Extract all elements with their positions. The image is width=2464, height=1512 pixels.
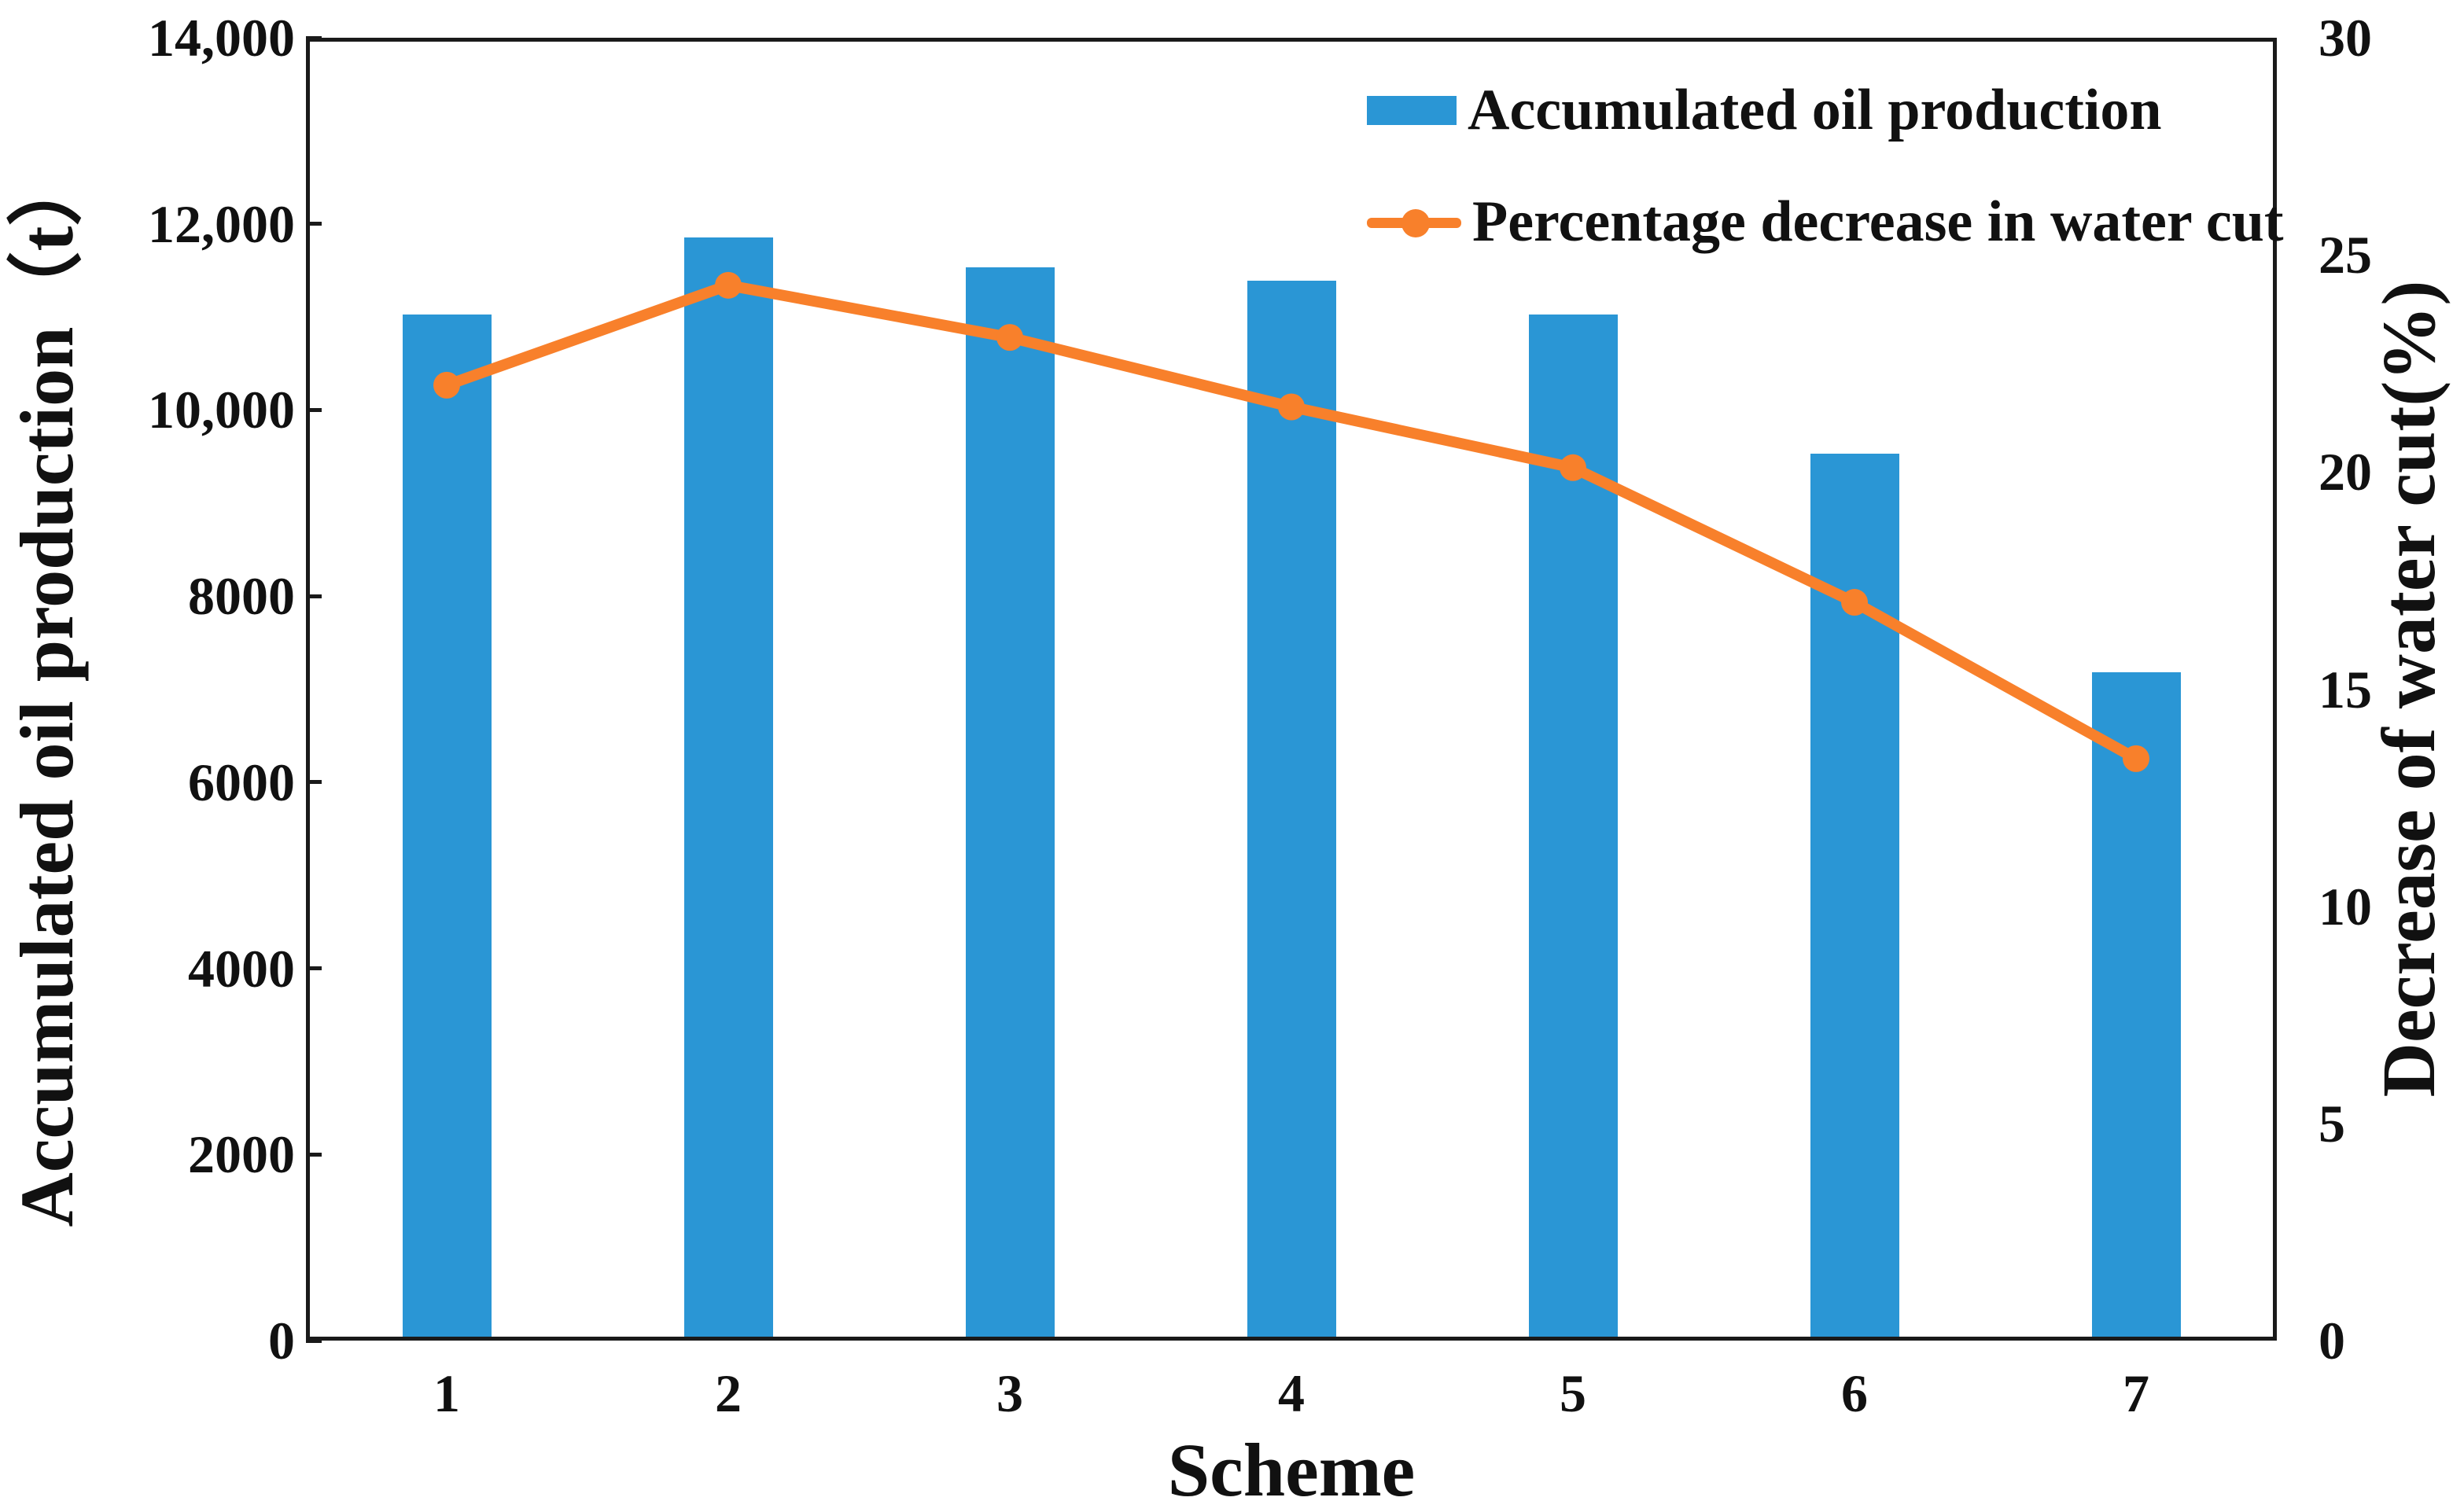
bar-scheme-1 xyxy=(402,314,492,1341)
x-tick-label-2: 2 xyxy=(715,1363,742,1423)
left-tick-mark xyxy=(306,35,322,40)
left-tick-mark xyxy=(306,594,322,598)
right-tick-label-0: 0 xyxy=(2319,1311,2345,1370)
x-tick-label-5: 5 xyxy=(1560,1363,1586,1423)
line-marker-scheme-4 xyxy=(1278,393,1305,421)
right-tick-label-25: 25 xyxy=(2319,225,2372,285)
bar-scheme-4 xyxy=(1247,280,1336,1341)
right-tick-label-10: 10 xyxy=(2319,876,2372,936)
left-tick-label-0: 0 xyxy=(268,1311,295,1370)
line-marker-scheme-5 xyxy=(1560,454,1586,481)
right-tick-label-15: 15 xyxy=(2319,659,2372,719)
x-tick-label-1: 1 xyxy=(433,1363,460,1423)
bar-scheme-7 xyxy=(2091,672,2181,1341)
left-tick-mark xyxy=(306,407,322,412)
right-tick-label-20: 20 xyxy=(2319,442,2372,502)
left-tick-mark xyxy=(306,780,322,785)
legend-label-water-cut: Percentage decrease in water cut xyxy=(1472,189,2284,254)
bar-scheme-2 xyxy=(683,237,773,1341)
left-tick-label-4000: 4000 xyxy=(188,938,295,999)
x-tick-label-6: 6 xyxy=(1841,1363,1868,1423)
left-tick-label-8000: 8000 xyxy=(188,566,295,627)
line-swatch-icon xyxy=(1367,208,1461,237)
left-tick-label-10000: 10,000 xyxy=(148,380,295,440)
line-swatch-marker-icon xyxy=(1401,208,1430,237)
x-tick-label-4: 4 xyxy=(1278,1363,1305,1423)
x-axis-title: Scheme xyxy=(1167,1428,1416,1512)
legend-item-accumulated-oil: Accumulated oil production xyxy=(1367,67,2284,153)
line-marker-scheme-1 xyxy=(433,371,460,399)
left-tick-mark xyxy=(306,966,322,971)
x-tick-label-3: 3 xyxy=(996,1363,1023,1423)
left-tick-mark xyxy=(306,1152,322,1157)
left-tick-label-12000: 12,000 xyxy=(148,193,295,254)
right-tick-label-30: 30 xyxy=(2319,8,2372,68)
left-tick-mark xyxy=(306,1338,322,1343)
line-marker-scheme-6 xyxy=(1841,589,1868,616)
line-marker-scheme-2 xyxy=(715,271,742,299)
left-tick-label-14000: 14,000 xyxy=(148,8,295,68)
left-tick-mark xyxy=(306,222,322,226)
left-axis-title: Accumulated oil production（t） xyxy=(5,150,89,1227)
bar-scheme-3 xyxy=(965,267,1055,1341)
left-tick-label-6000: 6000 xyxy=(188,752,295,812)
line-marker-scheme-7 xyxy=(2123,745,2149,772)
right-axis-title: Decrease of water cut(%) xyxy=(2366,280,2451,1098)
right-tick-label-5: 5 xyxy=(2319,1093,2345,1153)
legend-item-water-cut: Percentage decrease in water cut xyxy=(1367,178,2284,265)
x-tick-label-7: 7 xyxy=(2123,1363,2149,1423)
left-tick-label-2000: 2000 xyxy=(188,1124,295,1185)
bar-swatch-icon xyxy=(1367,95,1457,125)
line-marker-scheme-3 xyxy=(996,324,1023,351)
water-cut-line xyxy=(441,279,2142,764)
legend-label-accumulated-oil: Accumulated oil production xyxy=(1468,78,2162,142)
legend: Accumulated oil production Percentage de… xyxy=(1367,67,2284,290)
